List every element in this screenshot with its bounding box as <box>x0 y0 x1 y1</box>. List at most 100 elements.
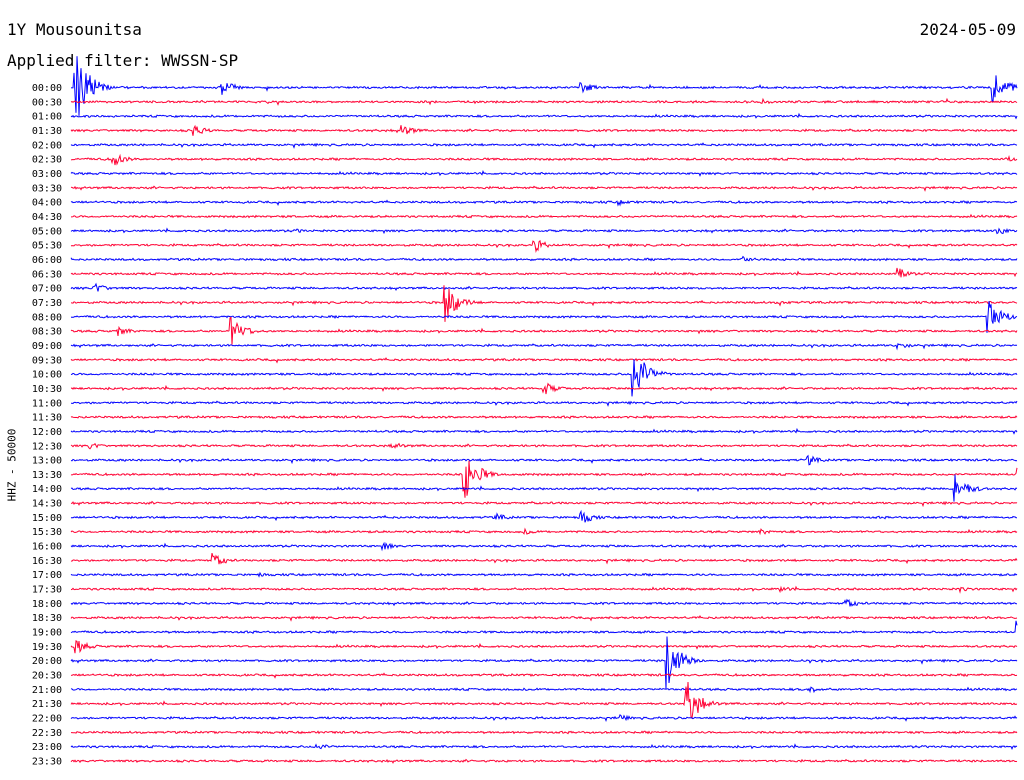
row-time-label: 02:30 <box>32 155 62 166</box>
row-time-label: 12:30 <box>32 441 62 452</box>
trace-row-1200 <box>70 427 1018 435</box>
row-time-label: 03:30 <box>32 183 62 194</box>
row-time-label: 01:30 <box>32 126 62 137</box>
trace-row-1130 <box>70 415 1018 420</box>
row-time-label: 01:00 <box>32 112 62 123</box>
trace-row-2030 <box>70 672 1018 679</box>
trace-row-0030 <box>70 97 1018 106</box>
trace-row-0930 <box>70 357 1018 364</box>
trace-row-1830 <box>70 614 1018 622</box>
trace-row-1700 <box>70 571 1018 578</box>
row-time-label: 23:30 <box>32 757 62 768</box>
trace-row-1030 <box>70 382 1018 395</box>
trace-row-0600 <box>70 255 1018 262</box>
row-time-label: 18:00 <box>32 599 62 610</box>
trace-row-1330 <box>70 460 1018 498</box>
row-time-label: 21:30 <box>32 699 62 710</box>
row-time-label: 22:30 <box>32 728 62 739</box>
trace-row-1930 <box>70 640 1018 654</box>
row-time-label: 17:00 <box>32 570 62 581</box>
trace-row-0830 <box>70 316 1018 345</box>
row-time-label: 04:00 <box>32 198 62 209</box>
trace-row-1300 <box>70 454 1018 466</box>
row-time-label: 09:30 <box>32 355 62 366</box>
trace-row-1630 <box>70 552 1018 565</box>
row-time-label: 09:00 <box>32 341 62 352</box>
trace-row-0000 <box>70 56 1018 116</box>
row-time-label: 13:00 <box>32 456 62 467</box>
trace-row-0700 <box>70 282 1018 292</box>
trace-row-0330 <box>70 185 1018 192</box>
row-time-label: 22:00 <box>32 714 62 725</box>
trace-row-0530 <box>70 239 1018 254</box>
trace-row-2000 <box>70 636 1018 690</box>
trace-row-1400 <box>70 474 1018 502</box>
trace-row-1600 <box>70 541 1018 552</box>
row-time-label: 20:30 <box>32 671 62 682</box>
trace-row-0500 <box>70 227 1018 235</box>
filter-label: Applied filter: WWSSN-SP <box>7 51 239 70</box>
trace-row-2230 <box>71 730 1018 735</box>
row-time-label: 08:30 <box>32 327 62 338</box>
row-time-label: 14:00 <box>32 484 62 495</box>
row-time-label: 05:30 <box>32 241 62 252</box>
row-time-label: 08:00 <box>32 312 62 323</box>
row-time-label: 12:00 <box>32 427 62 438</box>
row-time-label: 04:30 <box>32 212 62 223</box>
row-time-label: 15:30 <box>32 527 62 538</box>
row-time-label: 10:30 <box>32 384 62 395</box>
row-time-label: 03:00 <box>32 169 62 180</box>
row-time-label: 06:30 <box>32 269 62 280</box>
row-time-label: 23:00 <box>32 742 62 753</box>
trace-row-1230 <box>70 442 1018 450</box>
row-time-label: 15:00 <box>32 513 62 524</box>
trace-row-1000 <box>70 359 1018 397</box>
row-time-label: 13:30 <box>32 470 62 481</box>
row-time-label: 02:00 <box>32 140 62 151</box>
row-time-label: 14:30 <box>32 499 62 510</box>
row-time-label: 11:30 <box>32 413 62 424</box>
trace-row-1100 <box>70 400 1018 407</box>
trace-row-0430 <box>71 213 1018 219</box>
row-time-label: 00:30 <box>32 97 62 108</box>
trace-row-1900 <box>70 620 1018 635</box>
row-time-label: 16:00 <box>32 542 62 553</box>
row-time-label: 21:00 <box>32 685 62 696</box>
row-time-label: 05:00 <box>32 226 62 237</box>
row-time-label: 00:00 <box>32 83 62 94</box>
trace-row-0630 <box>70 267 1018 278</box>
trace-row-1800 <box>70 598 1017 607</box>
trace-row-0300 <box>70 170 1018 177</box>
trace-row-1730 <box>70 585 1018 594</box>
trace-row-2200 <box>70 714 1018 723</box>
row-time-label: 20:00 <box>32 656 62 667</box>
row-time-label: 06:00 <box>32 255 62 266</box>
row-time-label: 11:00 <box>32 398 62 409</box>
trace-row-1500 <box>70 509 1017 523</box>
trace-row-0130 <box>70 124 1018 136</box>
row-time-label: 07:30 <box>32 298 62 309</box>
trace-row-1530 <box>70 527 1018 536</box>
trace-row-2300 <box>70 743 1018 751</box>
trace-row-0800 <box>70 301 1018 333</box>
row-time-label: 17:30 <box>32 585 62 596</box>
row-time-label: 19:00 <box>32 628 62 639</box>
row-time-label: 16:30 <box>32 556 62 567</box>
row-time-label: 10:00 <box>32 370 62 381</box>
trace-row-0400 <box>70 199 1018 207</box>
trace-row-0900 <box>70 342 1018 351</box>
trace-row-0200 <box>70 142 1018 149</box>
row-time-label: 07:00 <box>32 284 62 295</box>
trace-row-2330 <box>70 758 1018 764</box>
trace-row-1430 <box>70 500 1018 508</box>
row-time-label: 18:30 <box>32 613 62 624</box>
trace-row-2100 <box>70 686 1018 694</box>
trace-row-0230 <box>70 153 1018 166</box>
trace-row-0730 <box>71 285 1018 322</box>
trace-row-0100 <box>70 112 1018 120</box>
row-time-label: 19:30 <box>32 642 62 653</box>
date-label: 2024-05-09 <box>919 20 1016 39</box>
station-title: 1Y Mousounitsa <box>7 20 142 39</box>
trace-row-2130 <box>70 681 1018 720</box>
